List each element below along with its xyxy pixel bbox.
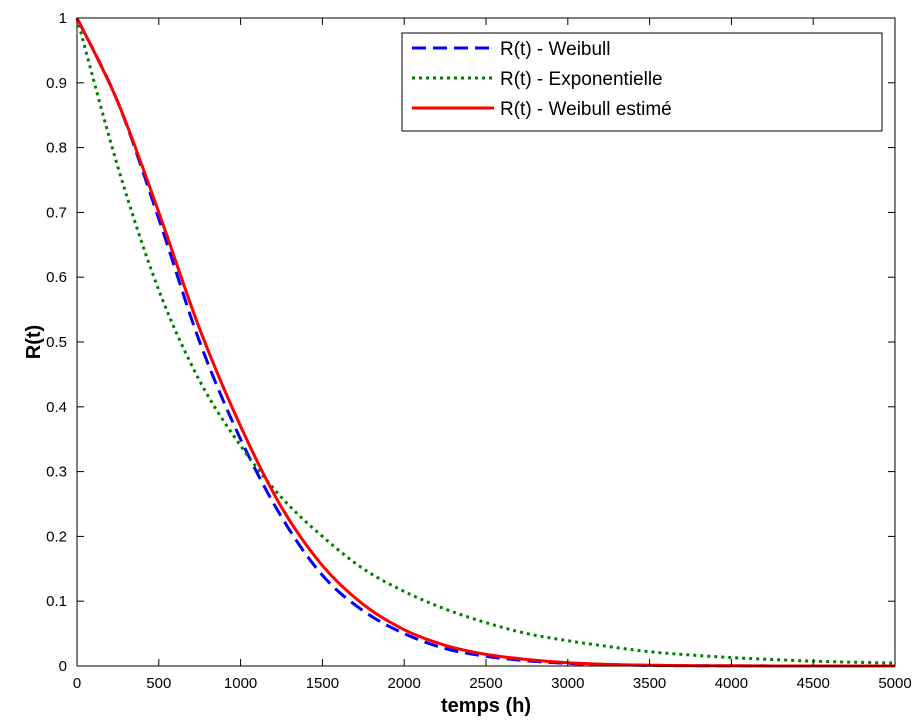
x-axis-label: temps (h) [441,695,531,717]
y-tick-label: 0.3 [46,464,67,481]
x-tick-label: 4500 [797,675,830,692]
x-tick-label: 1500 [306,675,339,692]
y-tick-label: 0.5 [46,334,67,351]
y-tick-label: 0.9 [46,75,67,92]
legend: R(t) - Weibull R(t) - Exponentielle R(t) -… [401,32,883,132]
y-tick-label: 0 [59,658,67,675]
y-tick-label: 1 [59,10,67,27]
y-tick-label: 0.8 [46,140,67,157]
ticks-layer: 0 500 1000 1500 2000 2500 3000 3500 4000 4500 5000… [46,10,912,692]
y-tick-label: 0.7 [46,204,67,221]
x-tick-label: 4000 [715,675,748,692]
y-tick-label: 0.2 [46,528,67,545]
x-tick-label: 3500 [633,675,666,692]
legend-label-3: R(t) - Weibull estimé [500,99,672,120]
x-tick-label: 3000 [551,675,584,692]
series-line-2 [75,17,896,665]
y-tick-label: 0.6 [46,269,67,286]
x-tick-label: 2500 [469,675,502,692]
x-tick-label: 5000 [878,675,911,692]
x-tick-label: 2000 [388,675,421,692]
y-axis-label: R(t) [23,325,45,359]
x-tick-label: 1000 [224,675,257,692]
x-tick-label: 500 [146,675,171,692]
legend-label-2: R(t) - Exponentielle [500,69,663,90]
y-tick-label: 0.1 [46,593,67,610]
x-tick-label: 0 [73,675,81,692]
y-tick-label: 0.4 [46,399,67,416]
legend-label-1: R(t) - Weibull [500,39,611,60]
